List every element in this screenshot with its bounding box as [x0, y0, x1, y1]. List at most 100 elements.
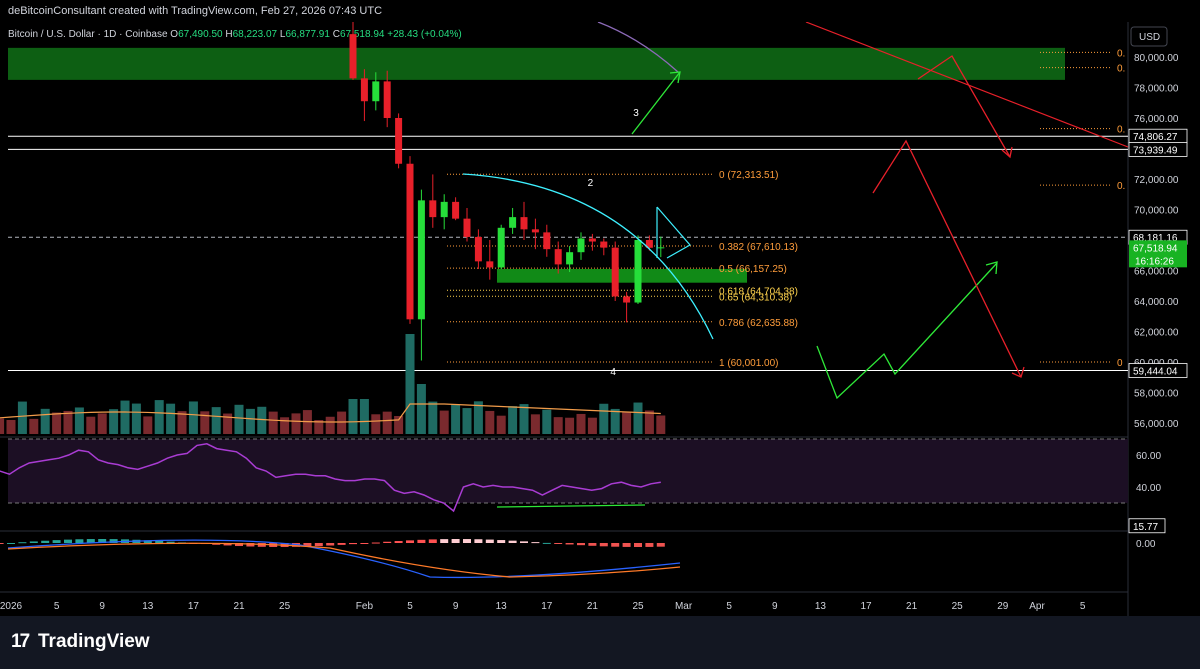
candle-body: [360, 78, 368, 102]
time-axis-label: 13: [496, 601, 508, 612]
macd-histogram-bar: [98, 539, 107, 543]
open-value: 67,490.50: [178, 29, 223, 40]
macd-histogram-bar: [0, 543, 4, 544]
volume-bar: [428, 401, 438, 434]
time-axis-label: 5: [726, 601, 732, 612]
candle-body: [634, 240, 642, 303]
volume-bar: [599, 403, 609, 434]
volume-bar: [120, 400, 130, 434]
volume-bar: [416, 384, 426, 434]
price-axis-label: 56,000.00: [1134, 419, 1179, 430]
volume-bar: [656, 415, 666, 434]
volume-bar: [473, 401, 483, 434]
supply-zone: [8, 47, 1065, 80]
time-axis-label: 25: [952, 601, 964, 612]
macd-histogram-bar: [577, 543, 585, 546]
candle-body: [600, 241, 608, 248]
macd-histogram-bar: [565, 543, 574, 545]
high-value: 68,223.07: [232, 29, 278, 40]
fib-level-label: 0.5 (66,157.25): [719, 264, 787, 275]
macd-histogram-bar: [18, 542, 27, 544]
time-axis-label: 13: [815, 601, 827, 612]
volume-bar: [166, 403, 176, 434]
macd-histogram-bar: [554, 543, 563, 544]
rsi-axis-label: 60.00: [1136, 451, 1161, 462]
macd-histogram-bar: [428, 539, 437, 543]
volume-bar: [382, 411, 392, 434]
volume-bar: [451, 404, 461, 434]
rsi-line: [0, 443, 661, 513]
macd-histogram-bar: [394, 541, 403, 543]
price-axis-label: 72,000.00: [1134, 175, 1179, 186]
volume-bar: [280, 417, 290, 434]
macd-histogram-bar: [52, 540, 61, 543]
volume-bar: [485, 410, 495, 434]
volume-bar: [177, 411, 187, 434]
price-axis-panel: [1129, 22, 1200, 616]
tv-logo-icon: 17: [11, 631, 30, 652]
time-axis-label: 5: [1080, 601, 1086, 612]
publisher-line: deBitcoinConsultant created with Trading…: [8, 5, 383, 17]
candle-body: [474, 236, 482, 262]
macd-histogram-bar: [406, 540, 414, 543]
candle-body: [395, 118, 403, 164]
price-axis-label: 58,000.00: [1134, 389, 1179, 400]
volume-bar: [496, 415, 506, 434]
tradingview-logo: 17 TradingView: [11, 631, 150, 652]
volume-bar: [508, 406, 518, 434]
cyan-arc: [462, 173, 714, 340]
time-axis-label: 21: [233, 601, 245, 612]
volume-bar: [17, 401, 27, 434]
purple-curve: [597, 22, 679, 73]
fib-level-label: 0 (72,313.51): [719, 170, 779, 181]
time-axis-label: Apr: [1029, 601, 1045, 612]
volume-bar: [462, 408, 472, 434]
time-axis-label: 9: [99, 601, 105, 612]
green-projection-path: [816, 262, 998, 400]
macd-histogram-bar: [520, 541, 528, 543]
macd-line: [7, 539, 681, 579]
macd-histogram-bar: [634, 543, 642, 547]
macd-histogram-bar: [29, 541, 38, 543]
wave-label: 4: [610, 367, 616, 378]
candle-body: [531, 229, 539, 233]
volume-bar: [0, 418, 5, 434]
macd-histogram-bar: [440, 539, 449, 543]
chart-canvas[interactable]: 0 (72,313.51) 0.382 (67,610.13) 0.5 (66,15…: [0, 22, 1200, 616]
fib-level-label-right: 0.: [1117, 181, 1125, 192]
volume-bar: [188, 401, 198, 434]
macd-histogram-bar: [349, 543, 357, 545]
time-axis-label: 25: [632, 601, 644, 612]
macd-histogram-bar: [451, 539, 460, 543]
macd-histogram-bar: [622, 543, 631, 547]
volume-bar: [394, 415, 404, 434]
current-price-tag: [1129, 240, 1187, 268]
price-tag-box: [1128, 142, 1188, 157]
candle-body: [566, 252, 574, 265]
volume-bar: [154, 400, 164, 434]
macd-histogram-bar: [611, 543, 620, 547]
volume-bar: [131, 403, 141, 434]
macd-histogram-bar: [542, 542, 551, 544]
macd-histogram-bar: [485, 539, 494, 543]
price-axis-label: 78,000.00: [1134, 84, 1179, 95]
red-trendline: [805, 22, 1129, 148]
red-projection-path: [872, 139, 1022, 378]
candle-body: [440, 201, 448, 218]
time-axis-label: 29: [997, 601, 1009, 612]
candle-body: [588, 238, 596, 242]
time-axis-label: 17: [541, 601, 553, 612]
fib-level-label: 0.382 (67,610.13): [719, 242, 798, 253]
symbol-title: Bitcoin / U.S. Dollar · 1D · Coinbase: [8, 29, 168, 40]
volume-bar: [234, 404, 244, 434]
macd-histogram-bar: [64, 539, 72, 543]
macd-histogram-bar: [337, 543, 346, 545]
fib-level-label-right: 0.: [1117, 48, 1125, 59]
symbol-legend: Bitcoin / U.S. Dollar · 1D · Coinbase O6…: [8, 29, 462, 40]
time-axis-label: 9: [772, 601, 778, 612]
macd-histogram-bar: [645, 543, 654, 547]
red-projection-head: [1011, 366, 1025, 378]
price-axis-label: 64,000.00: [1134, 297, 1179, 308]
time-axis-label: 17: [860, 601, 872, 612]
candle-body: [577, 238, 585, 253]
